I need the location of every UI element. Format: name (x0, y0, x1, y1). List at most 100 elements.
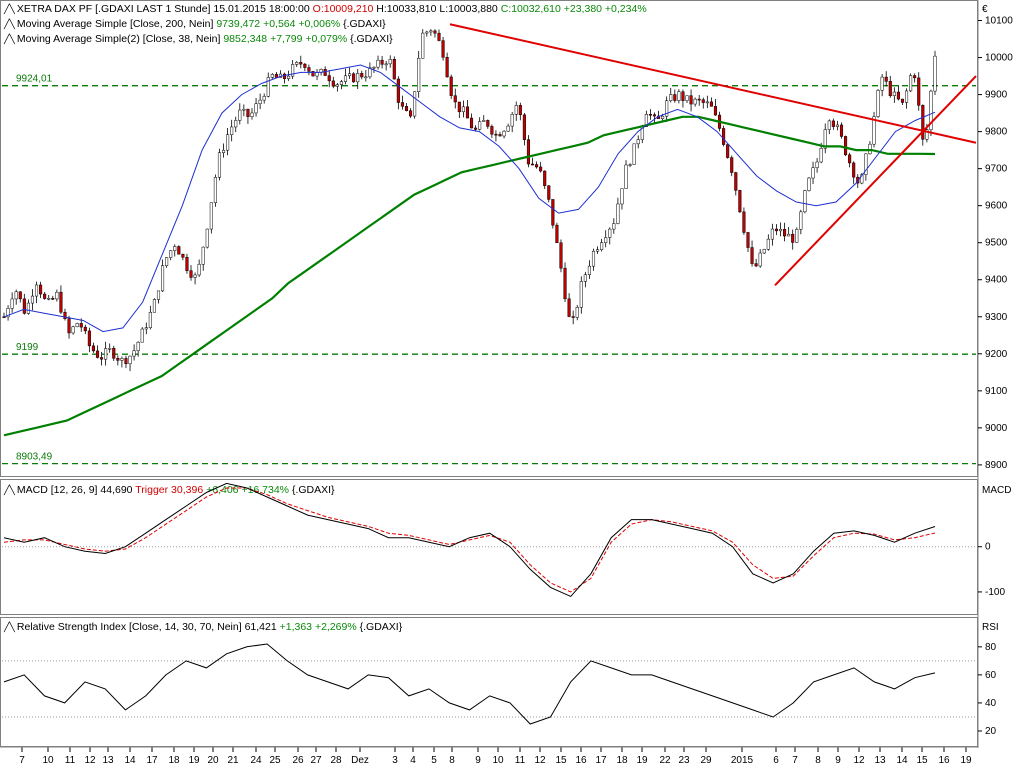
candle-body (705, 101, 709, 104)
candle-body (502, 130, 506, 137)
candle-body (327, 75, 331, 82)
candle-body (852, 162, 856, 178)
candle-body (795, 229, 799, 243)
candle-body (132, 350, 136, 357)
rsi-value: 61,421 (244, 621, 277, 633)
candle-body (665, 100, 669, 117)
candle-body (575, 307, 579, 318)
macd-header: ╱╲ MACD [12, 26, 9] 44,690 Trigger 30,39… (4, 484, 335, 496)
candle-body (18, 291, 22, 300)
x-tick-label: 14 (124, 755, 136, 766)
candle-body (783, 229, 787, 237)
x-tick-label: 13 (874, 755, 886, 766)
candle-body (839, 124, 844, 137)
x-tick-label: Dez (351, 755, 369, 766)
x-tick-label: 28 (330, 755, 342, 766)
price-y-axis: 10100 10000 9900 9800 9700 9600 9500 9400 9300 92… (978, 16, 1013, 471)
candle-body (250, 112, 254, 117)
trendlines (449, 23, 977, 286)
candle-body (299, 62, 303, 65)
rsi-tick-label: 60 (985, 670, 997, 681)
x-tick-label: 19 (960, 755, 972, 766)
candle-body (827, 120, 831, 130)
rsi-tick-label: 20 (985, 726, 997, 737)
candle-body (900, 98, 905, 103)
candle-body (612, 223, 616, 230)
candle-body (303, 63, 307, 68)
candle-body (632, 143, 636, 165)
candle-body (917, 77, 921, 106)
candle-body (701, 99, 705, 103)
x-axis: 7 10 11 12 13 14 17 18 19 20 21 24 25 26 27 28 Dez 3 4 5 8 9 1… (0, 746, 978, 766)
candle-body (449, 76, 453, 96)
candle-body (465, 106, 470, 119)
candle-body (474, 127, 478, 130)
candle-body (165, 257, 169, 266)
candle-body (10, 298, 14, 309)
x-tick-label: 8 (815, 755, 821, 766)
candle-body (669, 94, 673, 102)
candle-body (55, 291, 59, 300)
macd-tick-label: 0 (985, 542, 991, 553)
macd-value: 44,690 (100, 484, 133, 496)
candle-body (51, 298, 55, 300)
candle-body (482, 120, 486, 122)
candle-body (258, 99, 262, 104)
rsi-header: ╱╲ Relative Strength Index [Close, 14, 3… (4, 621, 402, 633)
rsi-label: Relative Strength Index [Close, 14, 30, … (16, 621, 242, 633)
candle-body (116, 357, 120, 361)
x-tick-label: 9 (475, 755, 481, 766)
candle-body (404, 106, 409, 111)
price-tick-label: 8900 (985, 460, 1008, 471)
rsi-change: +1,363 (279, 621, 313, 633)
candle-body (758, 252, 762, 267)
candle-body (413, 91, 417, 117)
candle-body (91, 345, 95, 352)
candle-body (156, 290, 161, 300)
price-tick-label: 9100 (985, 386, 1008, 397)
candlesticks (2, 29, 937, 372)
candle-body (677, 91, 681, 101)
candle-body (815, 161, 819, 168)
candle-body (409, 110, 413, 117)
candle-body (693, 98, 697, 105)
candle-body (392, 59, 396, 80)
x-tick-label: 10 (492, 755, 504, 766)
x-tick-label: 11 (515, 755, 526, 766)
candle-body (591, 250, 596, 267)
candle-body (453, 95, 457, 103)
indicator-icon: ╱╲ (4, 34, 15, 44)
candle-body (848, 154, 852, 164)
candle-body (136, 341, 140, 352)
x-tick-label: 11 (65, 755, 76, 766)
x-tick-label: 14 (896, 755, 908, 766)
indicator-icon: ╱╲ (4, 485, 15, 495)
candle-body (100, 357, 104, 360)
ma200-change: +0,564 (263, 18, 296, 30)
candle-body (445, 57, 449, 78)
x-tick-label: 9 (835, 755, 841, 766)
candle-body (124, 358, 128, 364)
candle-body (270, 74, 274, 78)
candle-body (262, 96, 266, 101)
price-tick-label: 10100 (985, 16, 1013, 27)
candle-body (831, 120, 835, 127)
ma38-change: +7,799 (270, 33, 303, 45)
candle-body (429, 30, 433, 33)
candle-body (169, 250, 173, 258)
x-tick-label: 15 (555, 755, 567, 766)
candle-body (197, 263, 201, 276)
price-tick-label: 9700 (985, 164, 1008, 175)
candle-body (791, 233, 795, 243)
candle-body (205, 228, 209, 248)
candle-body (59, 291, 63, 313)
candle-body (697, 98, 701, 101)
candle-body (555, 224, 559, 244)
candle-body (567, 298, 571, 317)
candle-body (242, 108, 246, 111)
indicator-icon: ╱╲ (4, 19, 15, 29)
candle-body (34, 284, 39, 297)
candle-body (648, 114, 652, 116)
candle-body (579, 281, 583, 308)
